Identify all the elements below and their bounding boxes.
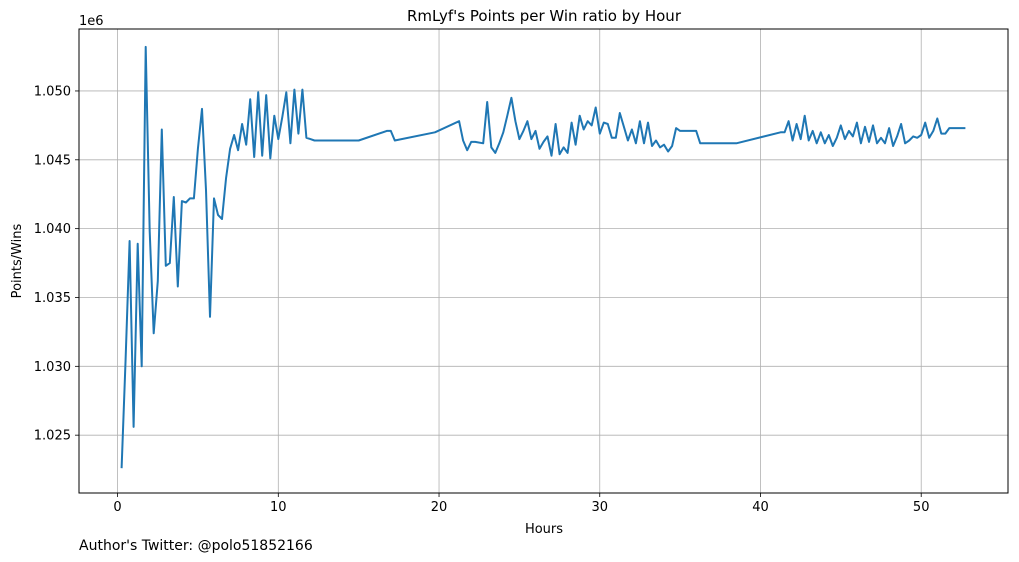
y-axis-offset-label: 1e6	[79, 14, 104, 29]
y-tick-label: 1.030	[34, 360, 71, 375]
y-tick-label: 1.035	[34, 291, 71, 306]
y-axis-ticks: 1.025 1.030 1.035 1.040 1.045 1.050	[34, 84, 79, 444]
series-layer	[120, 45, 966, 469]
y-axis-label: Points/Wins	[10, 223, 25, 298]
x-tick-label: 10	[270, 500, 287, 515]
y-tick-label: 1.025	[34, 429, 71, 444]
series-line	[120, 45, 966, 469]
x-tick-label: 40	[752, 500, 769, 515]
x-axis-label: Hours	[525, 522, 563, 537]
x-tick-label: 20	[431, 500, 448, 515]
x-axis-ticks: 0 10 20 30 40 50	[113, 493, 929, 515]
x-tick-label: 30	[591, 500, 608, 515]
plot-area-frame	[78, 28, 1009, 494]
grid-lines	[79, 29, 1008, 493]
x-tick-label: 50	[913, 500, 930, 515]
y-tick-label: 1.045	[34, 153, 71, 168]
x-tick-label: 0	[113, 500, 121, 515]
author-credit: Author's Twitter: @polo51852166	[79, 538, 313, 554]
chart-title: RmLyf's Points per Win ratio by Hour	[407, 7, 682, 25]
y-tick-label: 1.040	[34, 222, 71, 237]
y-tick-label: 1.050	[34, 84, 71, 99]
